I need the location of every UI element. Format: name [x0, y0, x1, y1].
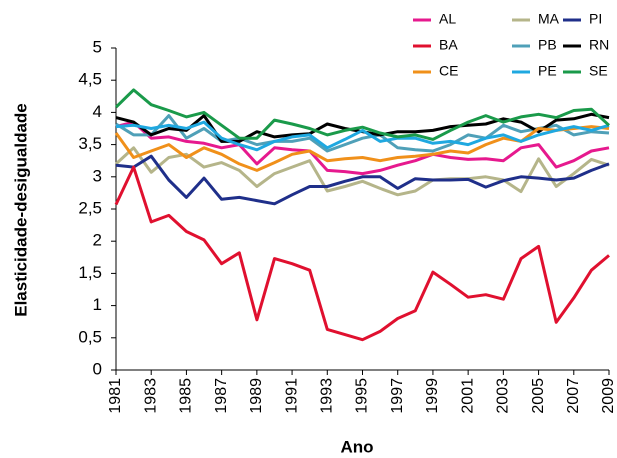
y-tick-label: 3,5	[78, 134, 102, 153]
series-line	[114, 146, 610, 197]
y-tick-label: 4,5	[78, 70, 102, 89]
series-line	[114, 88, 611, 141]
x-tick-label: 2009	[600, 378, 617, 414]
y-tick-label: 3	[93, 166, 102, 185]
y-tick-label: 4	[93, 102, 102, 121]
series-line	[115, 120, 610, 176]
x-tick-label: 1991	[283, 378, 300, 414]
x-tick-label: 2001	[459, 378, 476, 414]
legend-label: BA	[439, 37, 458, 53]
series-line	[114, 165, 610, 342]
y-tick-label: 0,5	[78, 327, 102, 346]
x-tick-label: 1983	[142, 378, 159, 414]
series-line	[115, 114, 610, 153]
series-line	[115, 120, 610, 152]
legend-label: CE	[439, 63, 458, 79]
legend-label: RN	[589, 37, 609, 53]
legend-label: AL	[439, 11, 456, 27]
x-tick-label: 1993	[319, 378, 336, 414]
x-axis-title: Ano	[340, 437, 373, 456]
x-tick-label: 1989	[248, 378, 265, 414]
legend-label: SE	[589, 63, 608, 79]
series-line	[115, 154, 610, 206]
x-tick-label: 2005	[530, 378, 547, 414]
x-tick-label: 1985	[178, 378, 195, 414]
x-tick-label: 1981	[107, 378, 124, 414]
y-axis-title: Elasticidade-desigualdade	[11, 103, 30, 317]
y-tick-label: 1,5	[78, 263, 102, 282]
series-line	[114, 125, 610, 172]
x-tick-label: 1997	[389, 378, 406, 414]
legend-label: PE	[538, 63, 557, 79]
x-tick-label: 2003	[495, 378, 512, 414]
y-tick-label: 5	[93, 37, 102, 56]
x-tick-label: 1995	[354, 378, 371, 414]
y-tick-label: 2,5	[78, 198, 102, 217]
x-tick-label: 2007	[565, 378, 582, 414]
legend-label: PI	[589, 11, 602, 27]
y-tick-label: 0	[93, 359, 102, 378]
legend-label: PB	[538, 37, 557, 53]
x-tick-label: 1987	[213, 378, 230, 414]
y-tick-label: 1	[93, 295, 102, 314]
x-tick-label: 1999	[424, 378, 441, 414]
legend-label: MA	[538, 11, 560, 27]
y-tick-label: 2	[93, 231, 102, 250]
